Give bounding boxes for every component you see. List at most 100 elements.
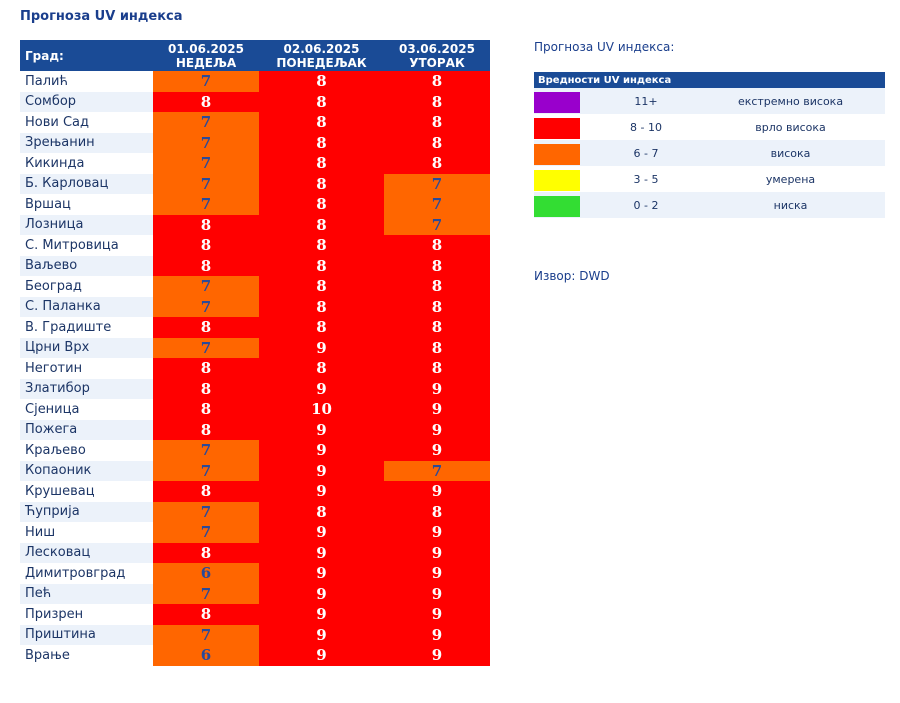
uv-value: 7 xyxy=(153,337,259,358)
uv-value: 9 xyxy=(384,604,490,625)
city-name: Димитровград xyxy=(25,565,126,581)
uv-value: 9 xyxy=(259,645,384,666)
city-name: Лесковац xyxy=(20,542,153,563)
color-swatch xyxy=(534,169,580,191)
city-name: Ниш xyxy=(25,524,56,540)
table-row: В. Градиште 8 8 8 xyxy=(20,317,490,338)
table-row: С. Митровица 8 8 8 xyxy=(20,235,490,256)
uv-value: 9 xyxy=(384,378,490,399)
legend-range: 11+ xyxy=(596,88,696,114)
day-date: 01.06.2025 xyxy=(168,41,244,56)
day-date: 03.06.2025 xyxy=(399,41,475,56)
legend-label: врло висока xyxy=(755,120,826,134)
city-name: Пожега xyxy=(20,419,153,440)
color-swatch xyxy=(534,143,580,165)
city-name: Ћуприја xyxy=(20,501,153,522)
uv-value: 8 xyxy=(259,296,384,317)
uv-value: 9 xyxy=(259,583,384,604)
color-swatch xyxy=(534,117,580,139)
uv-value: 8 xyxy=(384,296,490,317)
uv-value: 8 xyxy=(384,153,490,174)
uv-value: 7 xyxy=(153,460,259,481)
legend-swatch xyxy=(534,166,596,192)
city-name: Вршац xyxy=(25,196,71,212)
uv-value: 9 xyxy=(259,460,384,481)
city-name: Призрен xyxy=(25,606,84,622)
uv-value: 7 xyxy=(153,112,259,133)
table-row: Врање 6 9 9 xyxy=(20,645,490,666)
uv-value: 9 xyxy=(384,645,490,666)
table-row: Ваљево 8 8 8 xyxy=(20,255,490,276)
uv-value: 7 xyxy=(153,624,259,645)
uv-value: 7 xyxy=(153,522,259,543)
city-name: Нови Сад xyxy=(25,114,90,130)
uv-value: 9 xyxy=(384,563,490,584)
city-name: Црни Врх xyxy=(20,337,153,358)
table-row: Ћуприја 7 8 8 xyxy=(20,501,490,522)
uv-value: 8 xyxy=(259,71,384,92)
legend-row: 0 - 2 ниска xyxy=(534,192,886,218)
legend-row: 8 - 10 врло висока xyxy=(534,114,885,140)
legend-row: 3 - 5 умерена xyxy=(534,166,885,192)
legend-label: висока xyxy=(696,140,886,166)
uv-value: 8 xyxy=(259,358,384,379)
uv-value: 7 xyxy=(153,194,259,215)
table-row: С. Паланка 7 8 8 xyxy=(20,296,490,317)
table-row: Вршац 7 8 7 xyxy=(20,194,490,215)
day-weekday: УТОРАК xyxy=(409,55,465,70)
table-row: Београд 7 8 8 xyxy=(20,276,490,297)
uv-value: 7 xyxy=(153,276,259,297)
city-column-header: Град: xyxy=(20,40,153,71)
uv-value: 10 xyxy=(259,399,384,420)
day-date: 02.06.2025 xyxy=(283,41,360,56)
table-header-row: Град: 01.06.2025 НЕДЕЉА 02.06.2025 ПОНЕДЕЉ… xyxy=(20,40,490,71)
uv-value: 7 xyxy=(153,501,259,522)
table-row: Црни Врх 7 9 8 xyxy=(20,337,490,358)
uv-value: 9 xyxy=(259,604,384,625)
uv-value: 8 xyxy=(384,255,490,276)
color-swatch xyxy=(534,91,580,113)
uv-value: 8 xyxy=(384,358,490,379)
legend-swatch xyxy=(534,114,596,140)
uv-value: 9 xyxy=(259,481,384,502)
legend-label: умерена xyxy=(765,172,816,186)
uv-value: 8 xyxy=(153,378,259,399)
uv-value: 9 xyxy=(384,542,490,563)
uv-value: 8 xyxy=(153,419,259,440)
uv-value: 7 xyxy=(153,132,259,153)
uv-value: 8 xyxy=(153,214,259,235)
legend-row: 6 - 7 висока xyxy=(534,140,886,166)
uv-value: 8 xyxy=(153,481,259,502)
city-name: Сомбор xyxy=(20,91,153,112)
city-name: С. Митровица xyxy=(25,237,119,253)
uv-value: 9 xyxy=(259,522,384,543)
city-name: Копаоник xyxy=(20,460,153,481)
uv-value: 9 xyxy=(259,563,384,584)
legend-swatch xyxy=(534,192,596,218)
uv-value: 8 xyxy=(384,337,490,358)
uv-value: 8 xyxy=(259,91,384,112)
uv-value: 8 xyxy=(153,358,259,379)
uv-value: 9 xyxy=(384,481,490,502)
uv-value: 9 xyxy=(259,542,384,563)
table-row: Кикинда 7 8 8 xyxy=(20,153,490,174)
city-name: Лозница xyxy=(20,214,153,235)
city-name: Краљево xyxy=(25,442,86,458)
uv-value: 8 xyxy=(259,501,384,522)
uv-value: 7 xyxy=(153,153,259,174)
uv-value: 8 xyxy=(259,317,384,338)
city-name: Приштина xyxy=(20,624,153,645)
table-row: Пожега 8 9 9 xyxy=(20,419,490,440)
city-name: Ваљево xyxy=(20,255,153,276)
uv-value: 9 xyxy=(384,419,490,440)
table-row: Димитровград 6 9 9 xyxy=(20,563,490,584)
day-weekday: ПОНЕДЕЉАК xyxy=(276,55,367,70)
uv-value: 9 xyxy=(259,378,384,399)
uv-value: 8 xyxy=(259,255,384,276)
table-row: Краљево 7 9 9 xyxy=(20,440,490,461)
uv-value: 9 xyxy=(259,624,384,645)
city-name: С. Паланка xyxy=(20,296,153,317)
uv-value: 9 xyxy=(259,337,384,358)
uv-value: 8 xyxy=(384,501,490,522)
table-row: Пећ 7 9 9 xyxy=(20,583,490,604)
